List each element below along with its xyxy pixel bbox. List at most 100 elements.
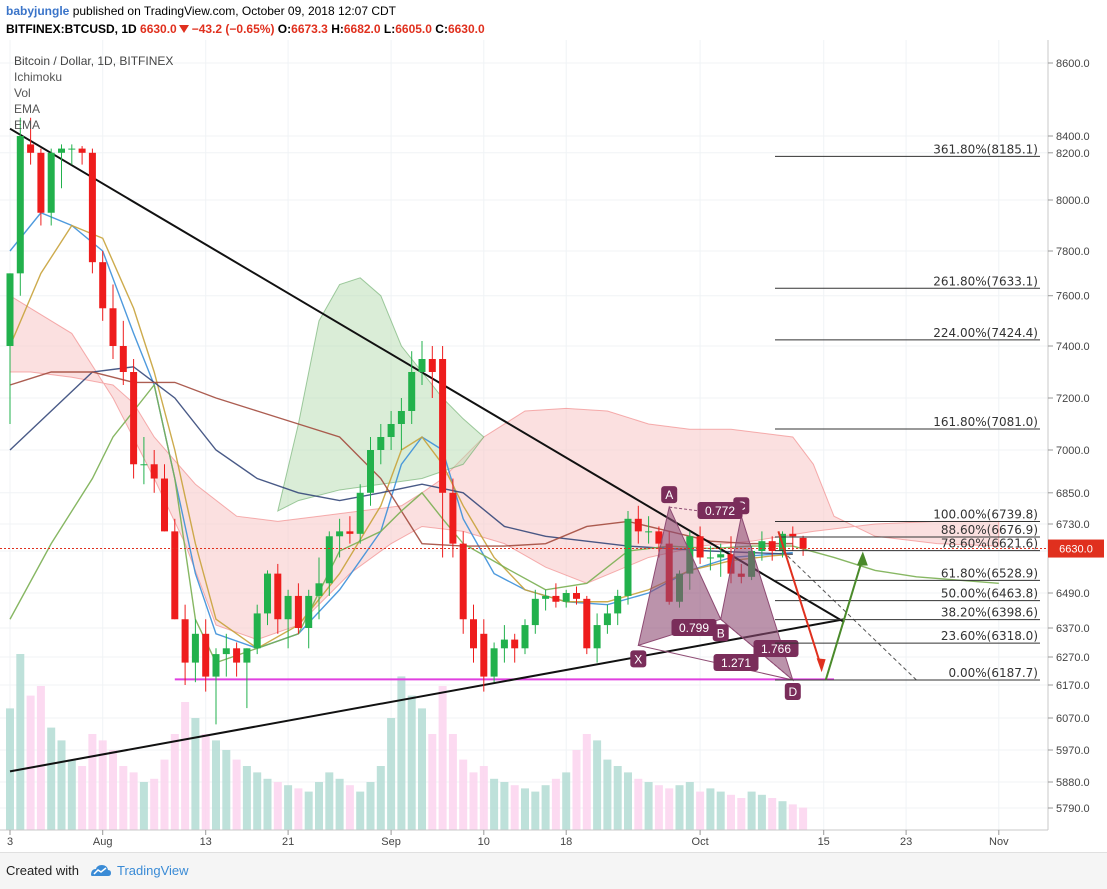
volume-bar bbox=[593, 740, 602, 830]
chart-legend: Bitcoin / Dollar, 1D, BITFINEX Ichimoku … bbox=[14, 54, 173, 132]
volume-bar bbox=[634, 778, 643, 830]
volume-bar bbox=[263, 778, 272, 830]
volume-bar bbox=[675, 785, 684, 830]
candle-body bbox=[624, 518, 632, 596]
price-axis[interactable]: 8600.0 8400.0 8200.0 8000.0 7800.0 7600.0 7400… bbox=[1048, 58, 1090, 815]
footer-bar: Created with TradingView bbox=[0, 852, 1107, 889]
volume-bar bbox=[418, 708, 426, 830]
tradingview-logo-icon[interactable] bbox=[88, 861, 112, 879]
candle-body bbox=[212, 654, 220, 677]
fibonacci-levels: 361.80%(8185.1) 261.80%(7633.1) 224.00%(74… bbox=[775, 142, 1040, 681]
candle-body bbox=[397, 411, 405, 424]
candle-body bbox=[16, 136, 24, 274]
legend-ema-2[interactable]: EMA bbox=[14, 118, 40, 132]
harmonic-point-X: X bbox=[630, 650, 647, 668]
volume-bar bbox=[551, 778, 560, 830]
candle-body bbox=[439, 359, 447, 493]
price-tick-label: 7000.0 bbox=[1056, 445, 1090, 457]
candle-body bbox=[552, 595, 560, 602]
candle-body bbox=[645, 531, 653, 533]
author-name[interactable]: babyjungle bbox=[6, 4, 70, 18]
candle-body bbox=[356, 492, 364, 534]
indicator-line-2 bbox=[9, 224, 793, 650]
price-change: −43.2 (−0.65%) bbox=[191, 22, 275, 36]
time-tick-label: 21 bbox=[282, 836, 294, 848]
fib-label: 23.60%(6318.0) bbox=[941, 629, 1038, 643]
price-tick-label: 6730.0 bbox=[1056, 519, 1090, 531]
candle-body bbox=[500, 639, 508, 649]
volume-bar bbox=[98, 740, 107, 830]
volume-bar bbox=[232, 759, 241, 830]
candle-body bbox=[130, 372, 138, 465]
candle-body bbox=[562, 593, 570, 602]
legend-vol[interactable]: Vol bbox=[14, 86, 31, 100]
fib-label: 261.80%(7633.1) bbox=[933, 274, 1038, 288]
volume-bars bbox=[6, 654, 808, 830]
candle-body bbox=[727, 554, 735, 574]
volume-bar bbox=[706, 788, 715, 830]
candle-body bbox=[511, 639, 519, 649]
fib-label: 88.60%(6676.9) bbox=[941, 523, 1038, 537]
volume-bar bbox=[304, 791, 313, 830]
candle-body bbox=[531, 598, 539, 626]
candle-body bbox=[243, 648, 251, 663]
published-text: published on TradingView.com, October 09… bbox=[72, 4, 396, 18]
harmonic-ratio-2: 0.799 bbox=[671, 619, 717, 636]
candle-body bbox=[27, 144, 35, 153]
tradingview-brand[interactable]: TradingView bbox=[117, 863, 189, 878]
candle-body bbox=[655, 531, 663, 544]
low-label: L: bbox=[383, 22, 396, 36]
volume-bar bbox=[36, 686, 45, 830]
candle-body bbox=[88, 152, 96, 263]
trendline-2 bbox=[9, 618, 845, 773]
volume-bar bbox=[768, 798, 777, 830]
volume-bar bbox=[624, 772, 632, 830]
volume-bar bbox=[685, 782, 694, 830]
time-axis[interactable]: 3 Aug 13 21 Sep 10 18 Oct 15 23 Nov bbox=[7, 830, 1009, 848]
volume-bar bbox=[510, 785, 519, 830]
volume-bar bbox=[654, 785, 663, 830]
current-price-bg bbox=[1048, 539, 1104, 558]
volume-bar bbox=[356, 791, 365, 830]
volume-bar bbox=[572, 750, 581, 830]
bearish-projection-arrow bbox=[777, 531, 823, 669]
candle-body bbox=[99, 262, 107, 309]
candle-body bbox=[253, 613, 261, 649]
candle-body bbox=[428, 359, 436, 372]
volume-bar bbox=[757, 794, 766, 830]
time-tick-label: Sep bbox=[381, 836, 401, 848]
volume-bar bbox=[325, 772, 334, 830]
harmonic-point-D-bg bbox=[784, 682, 801, 700]
legend-ema-1[interactable]: EMA bbox=[14, 102, 40, 116]
volume-bar bbox=[242, 766, 251, 830]
volume-bar bbox=[273, 782, 282, 830]
price-tick-label: 7200.0 bbox=[1056, 393, 1090, 405]
volume-bar bbox=[335, 778, 344, 830]
harmonic-ratio-2-bg bbox=[671, 619, 717, 636]
volume-bar bbox=[613, 766, 622, 830]
time-tick-label: 10 bbox=[478, 836, 490, 848]
harmonic-point-A-text: A bbox=[665, 488, 673, 502]
candle-body bbox=[583, 598, 591, 649]
volume-bar bbox=[284, 785, 293, 830]
volume-bar bbox=[315, 782, 323, 830]
volume-bar bbox=[16, 654, 25, 830]
volume-bar bbox=[67, 759, 76, 830]
legend-ichimoku[interactable]: Ichimoku bbox=[14, 70, 62, 84]
candle-body bbox=[768, 541, 776, 551]
time-tick-label: Aug bbox=[93, 836, 113, 848]
last-price: 6630.0 bbox=[140, 22, 177, 36]
candle-body bbox=[315, 583, 323, 596]
candle-body bbox=[294, 595, 302, 628]
volume-bar bbox=[696, 791, 705, 830]
harmonic-point-B-bg bbox=[712, 624, 729, 642]
harmonic-ratio-1: 0.772 bbox=[697, 502, 743, 519]
candle-body bbox=[789, 533, 797, 537]
fib-label: 38.20%(6398.6) bbox=[941, 606, 1038, 620]
price-tick-label: 6490.0 bbox=[1056, 588, 1090, 600]
price-tick-label: 6370.0 bbox=[1056, 623, 1090, 635]
candle-body bbox=[58, 148, 65, 153]
candle-body bbox=[274, 573, 282, 620]
volume-bar bbox=[139, 782, 148, 830]
